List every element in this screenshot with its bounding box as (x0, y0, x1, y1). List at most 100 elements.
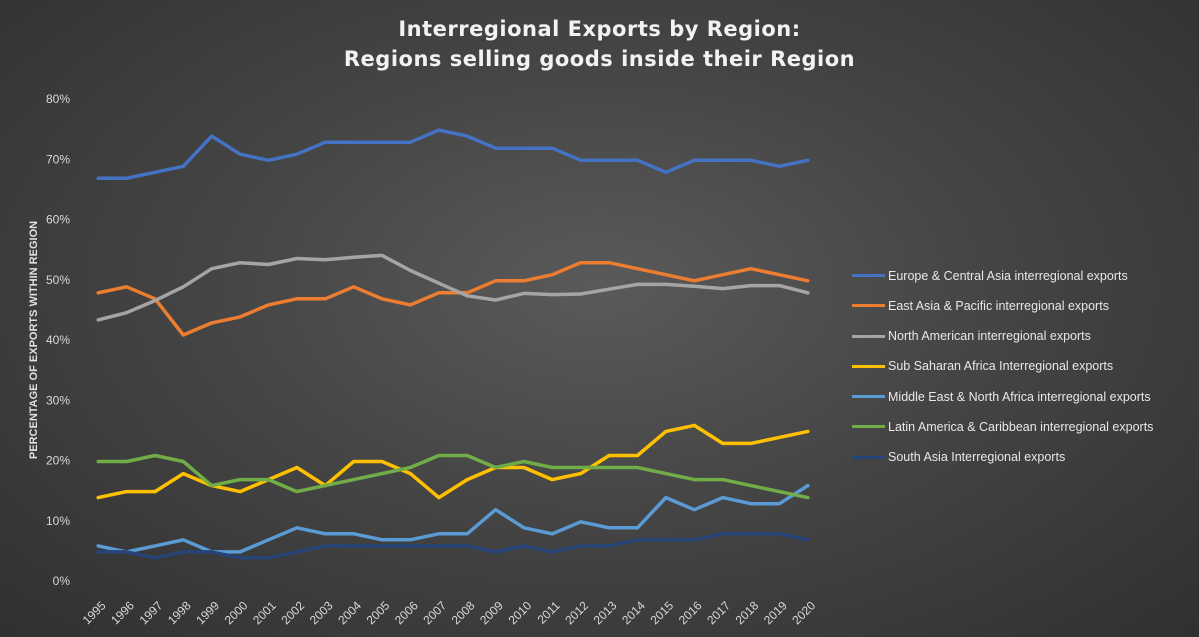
data-point (125, 176, 129, 180)
data-point (664, 429, 668, 433)
data-point (494, 279, 498, 283)
data-point (607, 261, 611, 265)
legend-item: Europe & Central Asia interregional expo… (852, 262, 1197, 289)
data-point (721, 287, 725, 291)
x-tick-label: 2020 (789, 598, 818, 627)
data-point (692, 284, 696, 288)
data-point (96, 550, 100, 554)
data-point (295, 297, 299, 301)
data-point (323, 484, 327, 488)
data-point (777, 490, 781, 494)
data-point (522, 460, 526, 463)
data-point (607, 158, 611, 162)
data-point (352, 285, 356, 289)
data-point (550, 478, 554, 482)
series-line (96, 253, 810, 322)
legend-swatch (852, 364, 885, 368)
data-point (777, 273, 781, 277)
x-tick-label: 2000 (222, 598, 251, 627)
y-tick-label: 10% (46, 514, 70, 528)
x-tick-label: 2011 (535, 598, 563, 626)
data-point (153, 490, 157, 494)
data-point (125, 285, 129, 289)
x-tick-label: 2019 (761, 598, 790, 627)
data-point (380, 253, 384, 257)
data-point (437, 532, 441, 536)
data-point (96, 460, 100, 463)
data-point (125, 490, 129, 494)
data-point (749, 158, 753, 162)
data-point (181, 538, 185, 542)
data-point (295, 550, 299, 554)
y-tick-label: 40% (46, 333, 70, 347)
data-point (437, 453, 441, 457)
y-tick-label: 30% (46, 393, 70, 407)
series-line (96, 483, 810, 554)
x-tick-label: 1995 (80, 598, 109, 627)
data-point (777, 284, 781, 288)
legend-item: Sub Saharan Africa Interregional exports (852, 353, 1197, 380)
data-point (522, 291, 526, 295)
data-point (295, 256, 299, 260)
data-point (550, 532, 554, 536)
data-point (494, 466, 498, 470)
data-point (408, 538, 412, 542)
legend-swatch (852, 274, 885, 277)
data-point (579, 158, 583, 162)
series-line (96, 532, 810, 560)
data-point (408, 269, 412, 273)
x-tick-label: 2001 (250, 598, 279, 627)
data-point (664, 496, 668, 500)
legend-label: North American interregional exports (888, 329, 1091, 343)
data-point (238, 550, 242, 554)
series-2 (96, 253, 810, 322)
data-point (579, 544, 583, 548)
data-point (295, 152, 299, 156)
y-tick-label: 0% (53, 574, 71, 588)
legend-item: South Asia Interregional exports (852, 444, 1197, 471)
data-point (721, 158, 725, 162)
data-point (749, 484, 753, 488)
legend-label: South Asia Interregional exports (888, 450, 1066, 464)
data-point (153, 170, 157, 174)
data-point (96, 291, 100, 295)
data-point (295, 490, 299, 494)
legend-label: East Asia & Pacific interregional export… (888, 298, 1109, 313)
data-point (96, 544, 100, 548)
x-tick-label: 2005 (364, 598, 393, 627)
data-point (210, 267, 214, 271)
data-point (380, 297, 384, 301)
x-tick-label: 2016 (676, 598, 705, 627)
data-point (153, 556, 157, 560)
x-tick-label: 1997 (137, 598, 166, 627)
data-point (777, 164, 781, 168)
legend-item: North American interregional exports (852, 323, 1197, 350)
data-point (607, 453, 611, 457)
data-point (210, 484, 214, 488)
y-tick-label: 20% (46, 454, 70, 468)
legend-label: Latin America & Caribbean interregional … (888, 419, 1154, 434)
data-point (238, 152, 242, 156)
data-point (692, 478, 696, 482)
data-point (380, 544, 384, 548)
data-point (522, 526, 526, 530)
data-point (465, 544, 469, 548)
data-point (607, 466, 611, 470)
data-point (692, 508, 696, 512)
data-point (721, 273, 725, 277)
data-point (721, 496, 725, 500)
data-point (437, 496, 441, 500)
data-point (550, 146, 554, 150)
x-tick-label: 2014 (619, 598, 648, 627)
data-point (352, 532, 356, 536)
data-point (267, 556, 270, 560)
data-point (408, 466, 412, 470)
legend-item: Latin America & Caribbean interregional … (852, 413, 1197, 440)
data-point (295, 526, 299, 530)
y-tick-label: 80% (46, 92, 70, 106)
data-point (125, 311, 129, 315)
data-point (323, 544, 327, 548)
data-point (806, 496, 810, 500)
data-point (267, 538, 270, 542)
